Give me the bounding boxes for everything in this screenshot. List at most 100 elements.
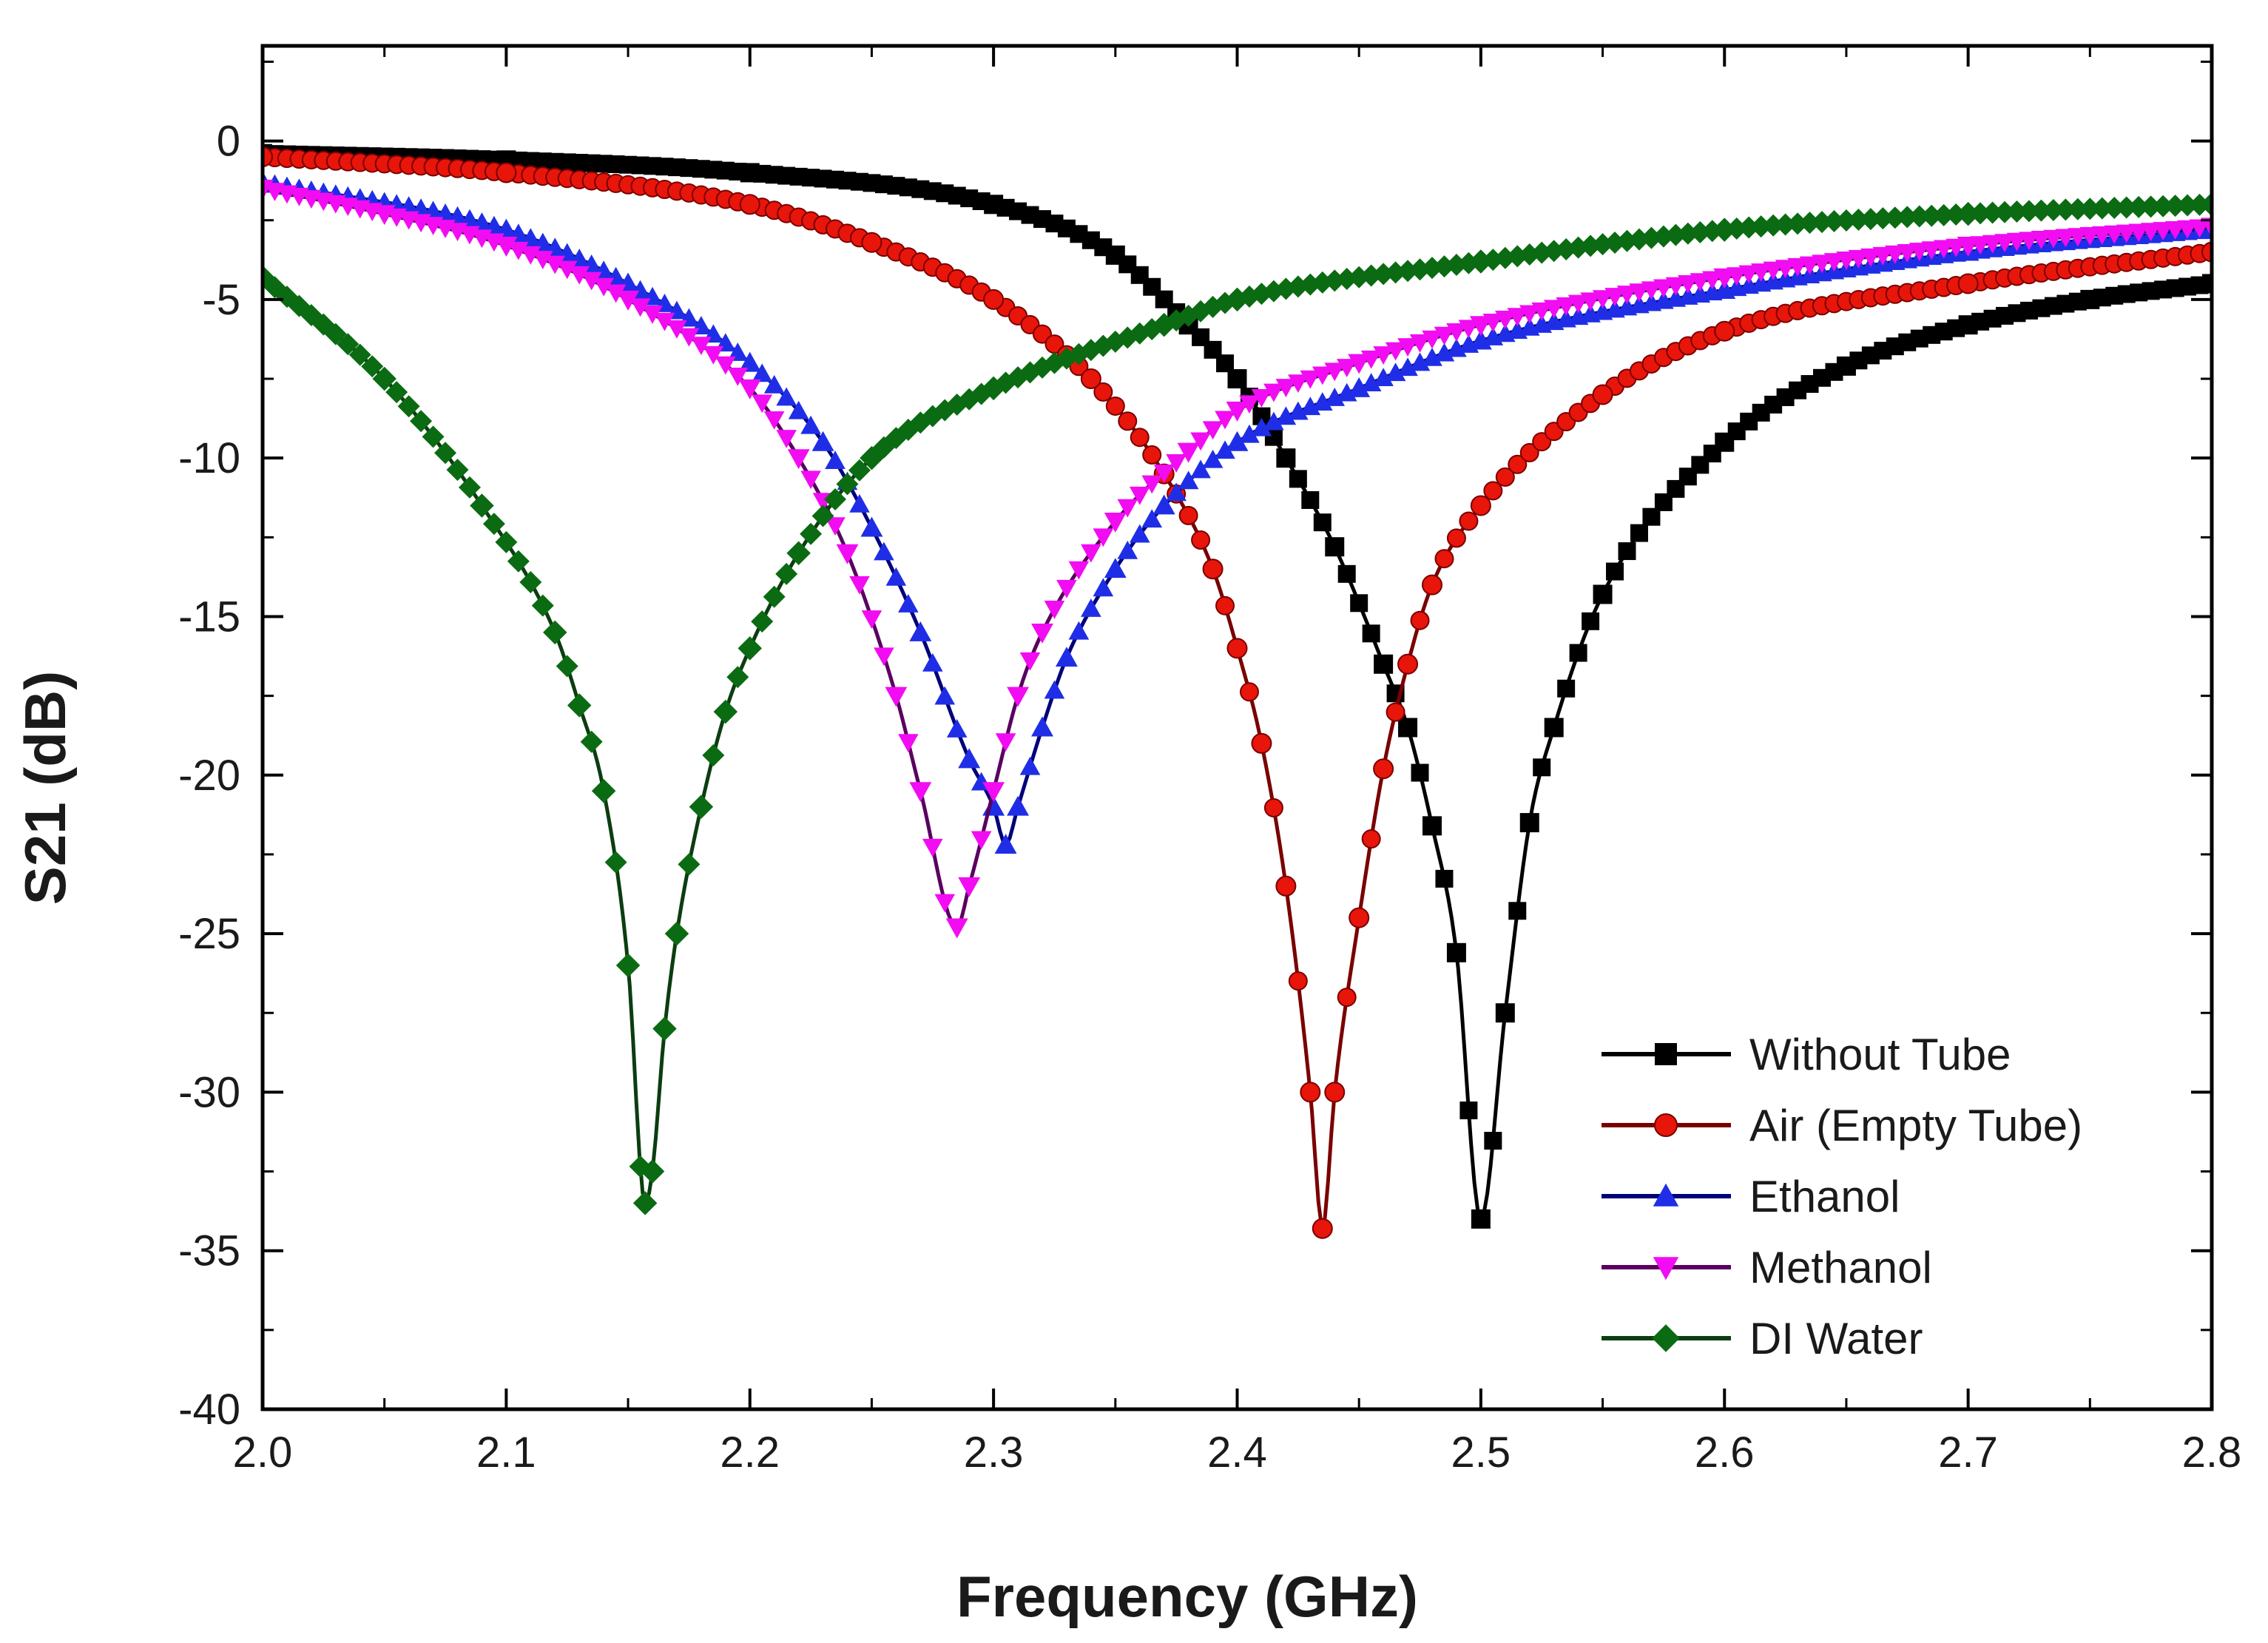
y-tick-label: -25 [178, 910, 240, 958]
marker-methanol [825, 517, 846, 536]
marker-di-water [434, 442, 457, 465]
data-point-without-tube [1374, 654, 1394, 674]
marker-ethanol [874, 542, 894, 561]
marker-methanol [1019, 652, 1041, 671]
marker-methanol [1081, 544, 1101, 563]
legend-label: Methanol [1749, 1243, 1932, 1292]
data-point-methanol [909, 782, 932, 803]
marker-methanol [800, 470, 821, 490]
data-point-air-empty-tube [1397, 653, 1419, 675]
marker-methanol [1885, 245, 1906, 264]
marker-methanol [1653, 279, 1674, 298]
data-point-di-water [1468, 249, 1494, 274]
marker-ethanol [1166, 482, 1187, 502]
marker-air-empty-tube [1288, 971, 1308, 991]
y-tick-label: -35 [178, 1227, 240, 1275]
marker-methanol [544, 255, 566, 274]
marker-methanol [1190, 432, 1211, 451]
marker-air-empty-tube [1446, 528, 1466, 548]
marker-methanol [1507, 308, 1528, 327]
marker-without-tube [1618, 542, 1636, 561]
marker-methanol [1446, 323, 1467, 342]
y-tick-label: -40 [178, 1386, 240, 1434]
marker-methanol [1897, 243, 1918, 263]
marker-di-water [2152, 195, 2175, 217]
marker-di-water [446, 459, 469, 482]
marker-methanol [556, 260, 578, 280]
marker-di-water [2115, 196, 2138, 219]
marker-air-empty-tube [1130, 428, 1150, 448]
legend-marker [1652, 1324, 1680, 1352]
data-point-air-empty-tube [1714, 320, 1735, 342]
marker-di-water [2017, 200, 2040, 223]
marker-without-tube [1484, 1132, 1502, 1150]
marker-methanol [1409, 334, 1431, 353]
marker-di-water [1749, 215, 1772, 238]
marker-ethanol [1129, 524, 1150, 543]
marker-di-water [1774, 213, 1797, 236]
data-point-di-water [713, 699, 738, 724]
marker-methanol [1288, 374, 1309, 394]
data-point-methanol [836, 544, 859, 564]
marker-without-tube [1301, 490, 1320, 509]
marker-air-empty-tube [1178, 505, 1198, 525]
x-tick-label: 2.8 [2182, 1428, 2242, 1477]
marker-methanol [922, 838, 943, 857]
marker-di-water [397, 395, 420, 418]
data-point-air-empty-tube [983, 289, 1005, 310]
marker-methanol [1994, 234, 2015, 253]
marker-methanol [581, 271, 602, 291]
marker-methanol [1531, 302, 1553, 321]
marker-di-water [1872, 207, 1894, 230]
marker-di-water [2054, 198, 2077, 221]
marker-di-water [2030, 199, 2053, 222]
marker-methanol [1616, 286, 1638, 305]
data-point-ethanol [1348, 377, 1371, 397]
marker-methanol [1324, 362, 1346, 382]
marker-methanol [1982, 235, 2003, 254]
marker-ethanol [885, 567, 907, 586]
marker-methanol [1787, 257, 1808, 277]
marker-ethanol [1373, 368, 1394, 387]
marker-di-water [1738, 216, 1761, 239]
marker-methanol [1604, 288, 1625, 307]
data-point-methanol [373, 205, 396, 226]
data-point-air-empty-tube [861, 232, 882, 253]
legend-label: Without Tube [1749, 1030, 2011, 1079]
marker-methanol [703, 345, 724, 365]
data-point-air-empty-tube [1080, 368, 1101, 390]
data-point-without-tube [1715, 432, 1735, 452]
marker-methanol [1738, 265, 1759, 284]
marker-air-empty-tube [1215, 596, 1235, 615]
marker-ethanol [1215, 440, 1235, 459]
marker-methanol [1312, 366, 1333, 385]
marker-methanol [1300, 370, 1321, 389]
data-point-air-empty-tube [1957, 273, 1979, 294]
marker-methanol [1556, 297, 1576, 316]
marker-air-empty-tube [1191, 530, 1211, 550]
legend-item-ethanol: Ethanol [1602, 1172, 1900, 1221]
marker-di-water [2005, 200, 2028, 223]
marker-without-tube [1533, 758, 1551, 777]
legend-label: Air (Empty Tube) [1749, 1101, 2082, 1150]
data-point-di-water [2199, 192, 2212, 217]
marker-methanol [1385, 342, 1406, 361]
marker-methanol [630, 298, 651, 317]
marker-ethanol [520, 228, 541, 247]
data-point-without-tube [1446, 942, 1466, 962]
data-point-air-empty-tube [1373, 758, 1394, 780]
marker-di-water [519, 570, 542, 593]
legend-marker [1655, 1043, 1677, 1065]
x-tick-label: 2.3 [964, 1428, 1024, 1477]
marker-ethanol [1385, 362, 1406, 382]
marker-methanol [1775, 260, 1796, 279]
marker-di-water [482, 513, 505, 536]
axes-layer: 2.0 2.1 2.2 2.3 2.4 2.5 2.6 2.7 2.8 0 -5 -10 -15 -20 -… [178, 44, 2242, 1477]
data-point-methanol [1007, 686, 1030, 707]
series-methanol [263, 179, 2212, 939]
data-point-di-water [1152, 312, 1176, 337]
marker-without-tube [1411, 763, 1429, 782]
marker-di-water [824, 487, 847, 510]
marker-methanol [1629, 283, 1650, 303]
marker-ethanol [1324, 387, 1346, 406]
